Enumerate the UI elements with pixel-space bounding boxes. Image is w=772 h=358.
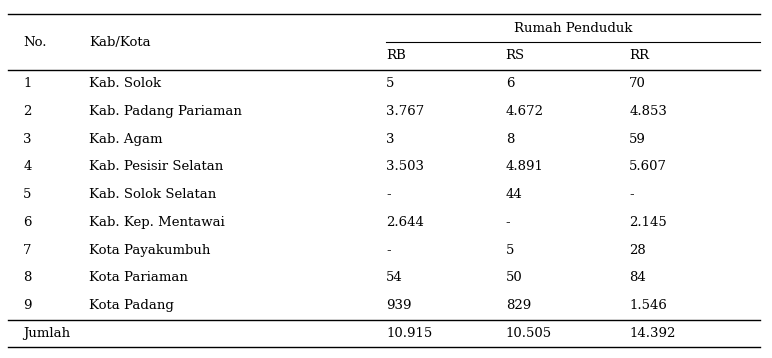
Text: Kab. Agam: Kab. Agam <box>89 133 162 146</box>
Text: -: - <box>386 244 391 257</box>
Text: 59: 59 <box>629 133 646 146</box>
Text: Kota Pariaman: Kota Pariaman <box>89 271 188 284</box>
Text: -: - <box>386 188 391 201</box>
Text: 5: 5 <box>23 188 32 201</box>
Text: 3.767: 3.767 <box>386 105 425 118</box>
Text: 44: 44 <box>506 188 523 201</box>
Text: 9: 9 <box>23 299 32 312</box>
Text: 28: 28 <box>629 244 646 257</box>
Text: 6: 6 <box>23 216 32 229</box>
Text: 4.891: 4.891 <box>506 160 543 173</box>
Text: 939: 939 <box>386 299 411 312</box>
Text: Kota Padang: Kota Padang <box>89 299 174 312</box>
Text: Kota Payakumbuh: Kota Payakumbuh <box>89 244 210 257</box>
Text: 4.672: 4.672 <box>506 105 543 118</box>
Text: Kab. Pesisir Selatan: Kab. Pesisir Selatan <box>89 160 223 173</box>
Text: 829: 829 <box>506 299 531 312</box>
Text: 1: 1 <box>23 77 32 90</box>
Text: Kab/Kota: Kab/Kota <box>89 35 151 49</box>
Text: 50: 50 <box>506 271 523 284</box>
Text: 14.392: 14.392 <box>629 327 676 340</box>
Text: No.: No. <box>23 35 46 49</box>
Text: 3.503: 3.503 <box>386 160 424 173</box>
Text: -: - <box>629 188 634 201</box>
Text: 6: 6 <box>506 77 514 90</box>
Text: 4: 4 <box>23 160 32 173</box>
Text: Jumlah: Jumlah <box>23 327 70 340</box>
Text: -: - <box>506 216 510 229</box>
Text: 5: 5 <box>386 77 394 90</box>
Text: 3: 3 <box>386 133 394 146</box>
Text: 5: 5 <box>506 244 514 257</box>
Text: Kab. Solok Selatan: Kab. Solok Selatan <box>89 188 216 201</box>
Text: 2.644: 2.644 <box>386 216 424 229</box>
Text: 10.505: 10.505 <box>506 327 552 340</box>
Text: 70: 70 <box>629 77 646 90</box>
Text: RR: RR <box>629 49 649 62</box>
Text: Kab. Solok: Kab. Solok <box>89 77 161 90</box>
Text: 1.546: 1.546 <box>629 299 667 312</box>
Text: Kab. Kep. Mentawai: Kab. Kep. Mentawai <box>89 216 225 229</box>
Text: 10.915: 10.915 <box>386 327 432 340</box>
Text: Kab. Padang Pariaman: Kab. Padang Pariaman <box>89 105 242 118</box>
Text: RS: RS <box>506 49 525 62</box>
Text: 2: 2 <box>23 105 32 118</box>
Text: 4.853: 4.853 <box>629 105 667 118</box>
Text: 84: 84 <box>629 271 646 284</box>
Text: RB: RB <box>386 49 406 62</box>
Text: 5.607: 5.607 <box>629 160 667 173</box>
Text: 3: 3 <box>23 133 32 146</box>
Text: 8: 8 <box>23 271 32 284</box>
Text: Rumah Penduduk: Rumah Penduduk <box>514 22 632 35</box>
Text: 54: 54 <box>386 271 403 284</box>
Text: 2.145: 2.145 <box>629 216 667 229</box>
Text: 7: 7 <box>23 244 32 257</box>
Text: 8: 8 <box>506 133 514 146</box>
